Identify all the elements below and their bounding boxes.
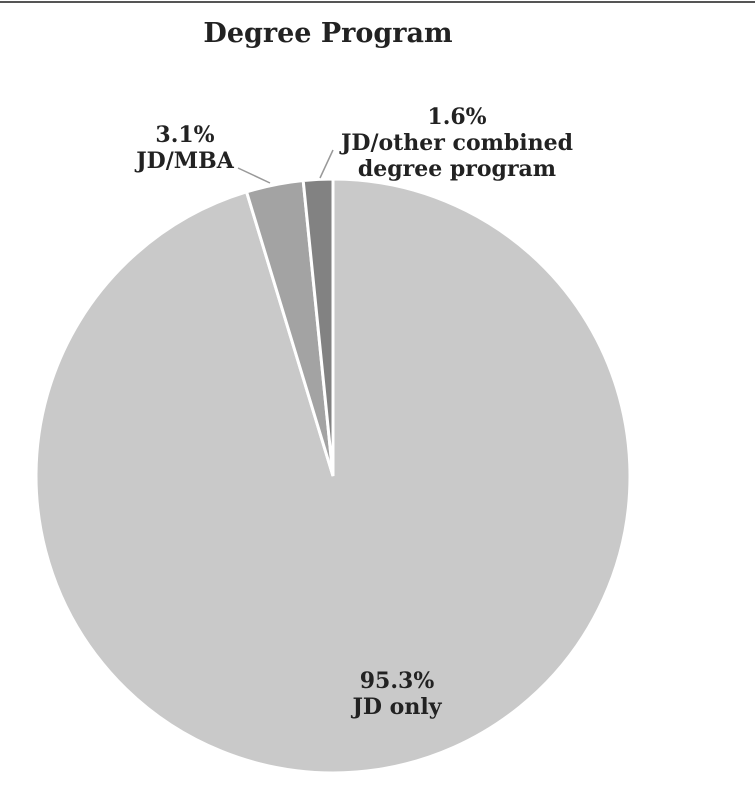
chart-title: Degree Program [203,18,453,49]
category-label: JD/MBA [136,148,234,174]
category-label: JD/other combined degree program [340,130,574,182]
value-label: 3.1% [155,122,215,148]
leader-line [237,167,271,184]
data-label: 95.3% JD only [297,668,497,720]
value-label: 95.3% [359,668,435,694]
data-label: 3.1% JD/MBA [115,122,255,174]
data-label: 1.6% JD/other combined degree program [327,104,587,182]
pie-slice [301,177,335,477]
category-label: JD only [352,694,442,720]
leader-line [319,149,334,179]
value-label: 1.6% [427,104,487,130]
